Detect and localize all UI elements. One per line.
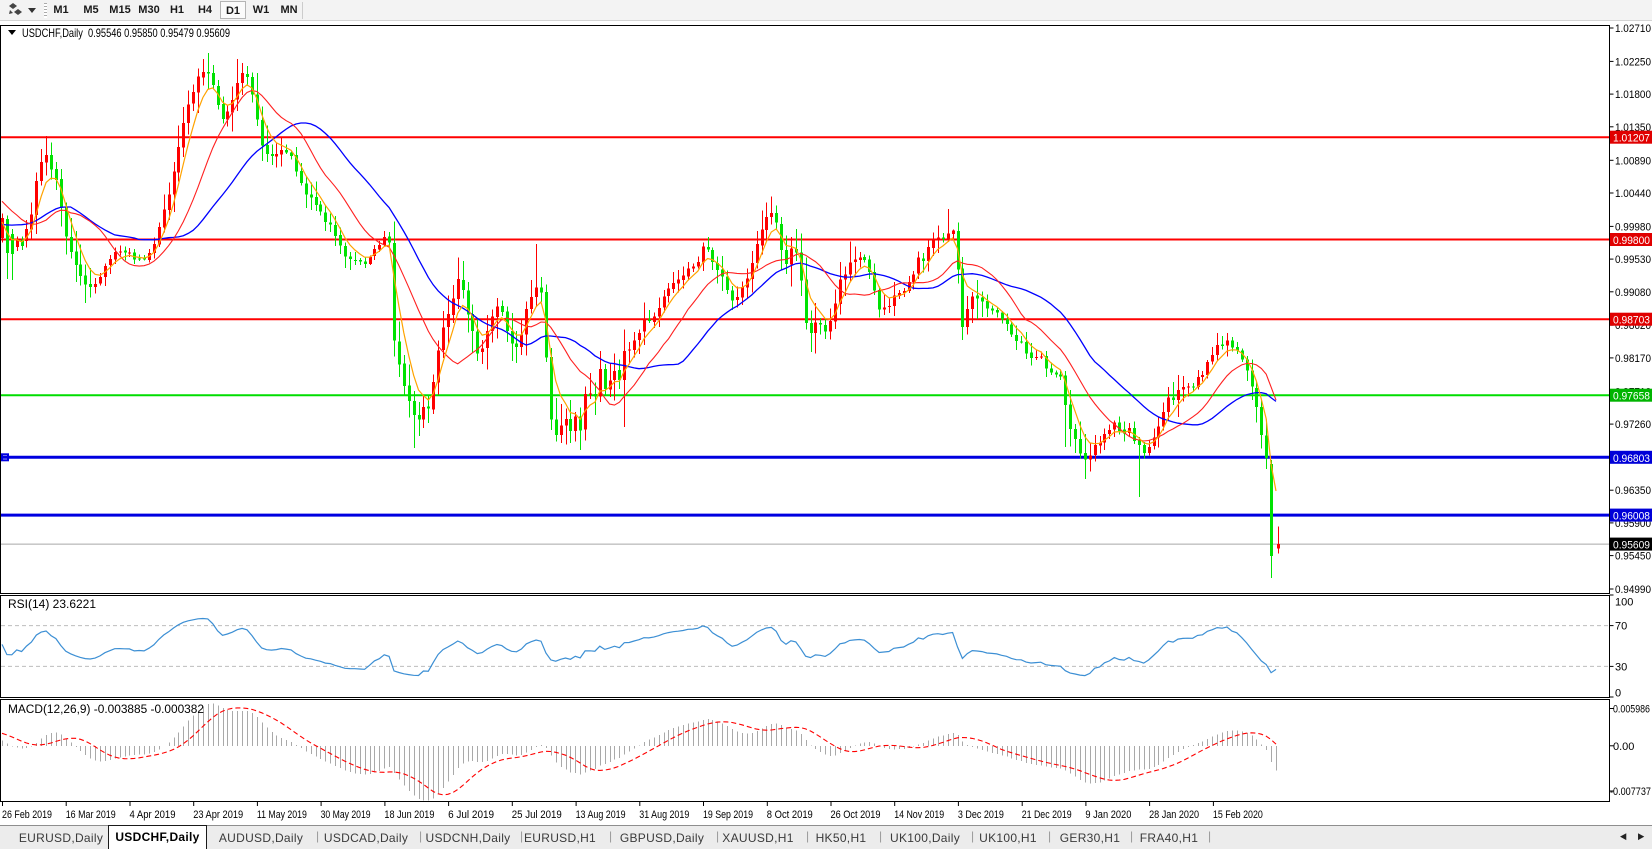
svg-text:RSI(14) 23.6221: RSI(14) 23.6221 bbox=[8, 599, 96, 611]
svg-text:0.99980: 0.99980 bbox=[1615, 221, 1651, 233]
svg-text:6 Jul 2019: 6 Jul 2019 bbox=[448, 809, 494, 821]
svg-text:0.94990: 0.94990 bbox=[1615, 584, 1651, 596]
svg-text:19 Sep 2019: 19 Sep 2019 bbox=[703, 809, 753, 821]
svg-text:0.98170: 0.98170 bbox=[1615, 353, 1651, 365]
svg-text:1.00890: 1.00890 bbox=[1615, 155, 1651, 167]
svg-text:-0.007737: -0.007737 bbox=[1610, 786, 1651, 798]
svg-text:0.96350: 0.96350 bbox=[1615, 485, 1651, 497]
svg-text:0.005986: 0.005986 bbox=[1613, 704, 1650, 716]
svg-text:0.97260: 0.97260 bbox=[1615, 419, 1651, 431]
svg-text:1.02710: 1.02710 bbox=[1615, 23, 1651, 35]
svg-text:0.99080: 0.99080 bbox=[1615, 287, 1651, 299]
svg-text:70: 70 bbox=[1615, 621, 1627, 633]
svg-text:0.95450: 0.95450 bbox=[1615, 551, 1651, 563]
svg-text:0: 0 bbox=[1615, 688, 1621, 700]
svg-text:16 Mar 2019: 16 Mar 2019 bbox=[66, 809, 116, 821]
svg-text:18 Jun 2019: 18 Jun 2019 bbox=[384, 809, 434, 821]
svg-text:26 Oct 2019: 26 Oct 2019 bbox=[831, 809, 881, 821]
svg-text:25 Jul 2019: 25 Jul 2019 bbox=[512, 809, 562, 821]
svg-text:0.96008: 0.96008 bbox=[1613, 511, 1650, 523]
svg-text:100: 100 bbox=[1615, 597, 1633, 609]
svg-text:23 Apr 2019: 23 Apr 2019 bbox=[193, 809, 243, 821]
svg-text:30: 30 bbox=[1615, 661, 1627, 673]
svg-text:1.00440: 1.00440 bbox=[1615, 188, 1651, 200]
svg-text:0.95609: 0.95609 bbox=[1613, 540, 1650, 552]
svg-text:8 Oct 2019: 8 Oct 2019 bbox=[767, 809, 813, 821]
svg-text:1.02250: 1.02250 bbox=[1615, 56, 1651, 68]
svg-text:30 May 2019: 30 May 2019 bbox=[321, 809, 371, 821]
svg-text:31 Aug 2019: 31 Aug 2019 bbox=[639, 809, 689, 821]
svg-text:MACD(12,26,9) -0.003885 -0.000: MACD(12,26,9) -0.003885 -0.000382 bbox=[8, 704, 204, 716]
svg-text:0.99530: 0.99530 bbox=[1615, 254, 1651, 266]
svg-text:0.98703: 0.98703 bbox=[1613, 315, 1650, 327]
svg-text:0.00: 0.00 bbox=[1613, 741, 1634, 753]
svg-text:14 Nov 2019: 14 Nov 2019 bbox=[894, 809, 944, 821]
svg-text:1.01800: 1.01800 bbox=[1615, 89, 1651, 101]
svg-text:11 May 2019: 11 May 2019 bbox=[257, 809, 307, 821]
svg-text:0.97658: 0.97658 bbox=[1613, 391, 1650, 403]
svg-text:21 Dec 2019: 21 Dec 2019 bbox=[1022, 809, 1072, 821]
svg-text:1.01207: 1.01207 bbox=[1613, 133, 1650, 145]
svg-text:13 Aug 2019: 13 Aug 2019 bbox=[576, 809, 626, 821]
svg-text:4 Apr 2019: 4 Apr 2019 bbox=[130, 809, 176, 821]
svg-text:3 Dec 2019: 3 Dec 2019 bbox=[958, 809, 1004, 821]
svg-text:9 Jan 2020: 9 Jan 2020 bbox=[1085, 809, 1131, 821]
svg-text:USDCHF,Daily 0.95546 0.95850: USDCHF,Daily 0.95546 0.95850 0.95479 0.9… bbox=[22, 26, 230, 40]
svg-text:26 Feb 2019: 26 Feb 2019 bbox=[2, 809, 52, 821]
svg-text:15 Feb 2020: 15 Feb 2020 bbox=[1213, 809, 1263, 821]
svg-text:28 Jan 2020: 28 Jan 2020 bbox=[1149, 809, 1199, 821]
svg-text:0.96803: 0.96803 bbox=[1613, 453, 1650, 465]
svg-text:0.99800: 0.99800 bbox=[1613, 235, 1650, 247]
